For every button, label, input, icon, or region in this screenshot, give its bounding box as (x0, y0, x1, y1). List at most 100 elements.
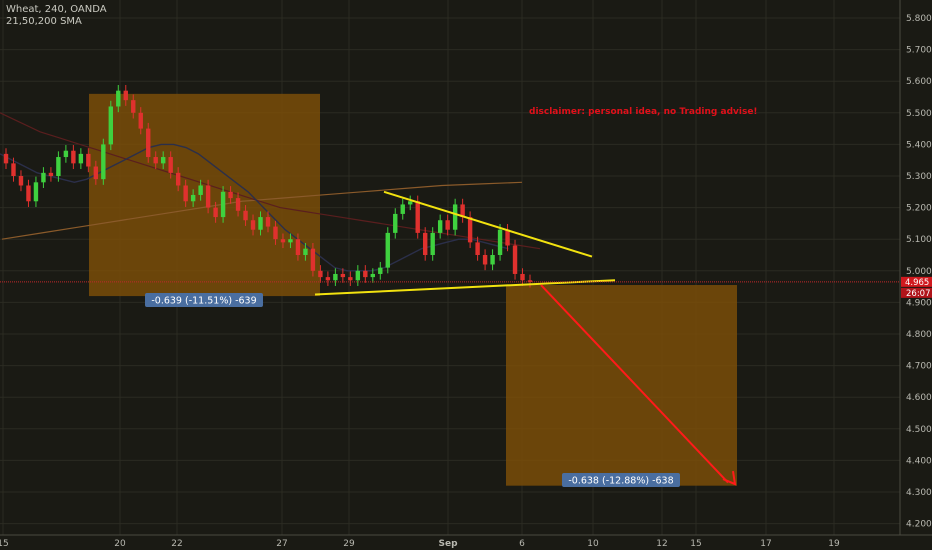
time-tick-label: 19 (828, 539, 840, 549)
candle-body (490, 255, 495, 265)
candle-body (131, 100, 136, 113)
measure-label-1-bg (145, 293, 263, 307)
candle-body (333, 273, 338, 281)
projection-arrow-shaft (540, 284, 729, 484)
candle-body (482, 255, 488, 265)
price-tick-label: 4.300 (906, 488, 932, 498)
candle-body (393, 213, 398, 233)
candle-body (190, 194, 196, 202)
price-axis-ticks: 5.800 5.700 5.600 5.500 5.400 5.300 5.200 5.100… (906, 14, 932, 530)
candle-body (415, 201, 420, 233)
time-axis-ticks: 15 20 22 27 29 Sep 6 10 12 15 17 19 (0, 539, 840, 549)
measure-label-1: -0.639 (-11.51%) -639 (151, 296, 256, 307)
candle-body (430, 232, 435, 255)
candle-body (378, 267, 383, 274)
candle-body (280, 239, 286, 243)
candle-body (235, 198, 241, 211)
price-tick-label: 4.200 (906, 520, 932, 530)
candle-body (318, 270, 323, 278)
current-price-value: 4.965 (905, 278, 929, 288)
candle-body (18, 176, 24, 186)
candle-body (33, 182, 39, 202)
time-tick-label: 29 (343, 539, 355, 549)
candle-body (138, 112, 143, 129)
candle-body (108, 106, 113, 145)
candle-body (153, 157, 158, 164)
current-price-tag (901, 276, 932, 287)
candle-body (460, 204, 465, 218)
candle-body (175, 172, 181, 186)
time-tick-label: 17 (760, 539, 771, 549)
candle-body (452, 204, 458, 230)
candle-body (205, 185, 211, 208)
time-tick-label: 15 (690, 539, 701, 549)
price-tick-label: 5.200 (906, 204, 932, 214)
candle-body (520, 273, 525, 281)
candle-body (3, 153, 9, 164)
drawings (314, 190, 737, 486)
lower-trendline (314, 279, 616, 296)
candle-body (86, 153, 91, 167)
time-tick-label: 10 (587, 539, 599, 549)
candle-body (48, 172, 54, 176)
candle-body (385, 232, 390, 268)
candle-body (355, 270, 361, 281)
price-tick-label: 5.500 (906, 109, 932, 119)
candle-body (340, 273, 346, 278)
candle-body (363, 270, 368, 278)
candle-body (243, 210, 248, 221)
candle-body (11, 163, 16, 176)
candle-body (63, 150, 69, 158)
candle-body (56, 157, 61, 176)
measure-box-1 (89, 93, 320, 297)
candle-body (250, 220, 256, 230)
candle-body (161, 157, 166, 164)
candle-body (78, 153, 84, 164)
candle-body (213, 207, 218, 218)
price-tick-label: 5.600 (906, 77, 932, 87)
sma-50-line (0, 112, 541, 250)
countdown-value: 26:07 (906, 289, 931, 299)
price-tick-label: 5.800 (906, 14, 932, 24)
candle-body (198, 185, 203, 195)
candle-body (41, 172, 46, 183)
candle-body (71, 150, 76, 164)
time-tick-label: 20 (114, 539, 126, 549)
candle-body (295, 239, 301, 255)
candle-body (183, 185, 188, 202)
candle-body (26, 185, 31, 202)
candle-body (93, 166, 99, 180)
countdown-tag (901, 287, 932, 298)
candle-body (370, 273, 375, 278)
time-tick-label: 15 (0, 539, 9, 549)
price-tick-label: 5.100 (906, 235, 932, 245)
price-tick-label: 4.500 (906, 425, 932, 435)
sma-200-line (1, 181, 523, 240)
symbol-title: Wheat, 240, OANDA (6, 4, 107, 15)
candle-body (123, 90, 128, 101)
candle-body (445, 220, 450, 230)
time-tick-label: 22 (171, 539, 182, 549)
price-tick-label: 4.700 (906, 362, 932, 372)
price-tick-label: 4.900 (906, 298, 932, 308)
indicator-legend: 21,50,200 SMA (6, 16, 82, 27)
candle-body (303, 248, 308, 255)
candle-body (101, 144, 106, 180)
candle-body (220, 191, 226, 218)
price-tick-label: 5.700 (906, 46, 932, 56)
time-tick-label: Sep (438, 539, 458, 549)
candle-body (408, 201, 413, 205)
candle-body (325, 277, 331, 281)
candle-body (310, 248, 316, 271)
candle-body (228, 191, 233, 199)
candle-body (116, 90, 121, 107)
candle-body (265, 217, 271, 227)
price-tick-label: 4.600 (906, 393, 932, 403)
candle-body (467, 217, 473, 243)
time-tick-label: 27 (276, 539, 287, 549)
candle-body (423, 232, 428, 255)
projection-arrow-head (722, 470, 737, 486)
measure-label-2: -0.638 (-12.88%) -638 (568, 476, 673, 487)
candle-body (475, 242, 480, 255)
